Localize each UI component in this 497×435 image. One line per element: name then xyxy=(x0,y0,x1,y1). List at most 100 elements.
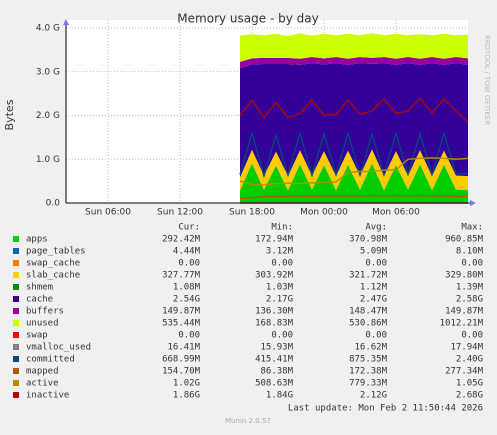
legend-value: 2.68G xyxy=(456,391,483,401)
legend-value: 0.00 xyxy=(461,331,483,341)
legend-label: page_tables xyxy=(26,247,86,257)
legend-value: 3.12M xyxy=(266,247,294,257)
x-tick-label: Sun 06:00 xyxy=(85,208,131,218)
legend-value: 4.44M xyxy=(173,247,201,257)
legend-column-header: Min: xyxy=(271,223,293,233)
legend-value: 535.44M xyxy=(162,319,201,329)
axes: 0.0 1.0 G 2.0 G 3.0 G 4.0 G Sun 06:00 Sun 12:0… xyxy=(36,19,476,218)
legend-value: 329.80M xyxy=(445,271,484,281)
legend-swatch xyxy=(13,296,19,302)
area xyxy=(240,57,468,68)
legend-value: 415.41M xyxy=(255,355,294,365)
area xyxy=(240,33,468,62)
chart-title: Memory usage - by day xyxy=(177,12,318,26)
legend-swatch xyxy=(13,284,19,290)
legend-value: 370.98M xyxy=(349,235,388,245)
legend-value: 16.41M xyxy=(167,343,200,353)
legend-swatch xyxy=(13,332,19,338)
legend-value: 149.87M xyxy=(445,307,484,317)
legend-value: 530.86M xyxy=(349,319,388,329)
legend-label: buffers xyxy=(26,307,64,317)
legend-label: vmalloc_used xyxy=(26,343,91,353)
y-tick-label: 3.0 G xyxy=(36,67,60,77)
legend-value: 1.84G xyxy=(266,391,293,401)
legend-value: 168.83M xyxy=(255,319,294,329)
legend-value: 292.42M xyxy=(162,235,201,245)
legend-value: 1.03M xyxy=(266,283,294,293)
legend-value: 2.58G xyxy=(456,295,483,305)
legend-value: 5.09M xyxy=(360,247,388,257)
legend-value: 172.94M xyxy=(255,235,294,245)
legend-value: 1.39M xyxy=(456,283,484,293)
legend-label: swap_cache xyxy=(26,259,80,269)
legend-swatch xyxy=(13,248,19,254)
legend-value: 2.12G xyxy=(360,391,387,401)
y-tick-label: 2.0 G xyxy=(36,111,60,121)
line xyxy=(239,96,469,123)
area xyxy=(240,63,468,178)
legend-value: 277.34M xyxy=(445,367,484,377)
legend-swatch xyxy=(13,344,19,350)
legend-label: apps xyxy=(26,235,48,245)
legend-value: 1.05G xyxy=(456,379,483,389)
legend-value: 0.00 xyxy=(178,331,200,341)
x-tick-label: Mon 00:00 xyxy=(300,208,348,218)
legend: Cur: Min: Avg: Max: apps 292.42M 172.94M 370.98… xyxy=(13,223,484,401)
legend-value: 0.00 xyxy=(178,259,200,269)
y-tick-label: 4.0 G xyxy=(36,24,60,34)
line xyxy=(239,130,469,179)
legend-label: shmem xyxy=(26,283,53,293)
legend-label: inactive xyxy=(26,391,69,401)
legend-value: 0.00 xyxy=(271,331,293,341)
legend-value: 0.00 xyxy=(365,259,387,269)
legend-value: 16.62M xyxy=(354,343,387,353)
version: Munin 2.0.57 xyxy=(225,417,271,425)
legend-label: swap xyxy=(26,331,48,341)
legend-label: unused xyxy=(26,319,59,329)
legend-value: 1.02G xyxy=(173,379,200,389)
legend-column-header: Avg: xyxy=(365,223,387,233)
legend-value: 154.70M xyxy=(162,367,201,377)
legend-value: 1.12M xyxy=(360,283,388,293)
legend-value: 148.47M xyxy=(349,307,388,317)
x-tick-label: Mon 06:00 xyxy=(372,208,420,218)
y-tick-label: 1.0 G xyxy=(36,155,60,165)
legend-value: 2.54G xyxy=(173,295,200,305)
legend-column-header: Max: xyxy=(461,223,483,233)
legend-value: 2.47G xyxy=(360,295,387,305)
legend-label: committed xyxy=(26,355,75,365)
legend-value: 327.77M xyxy=(162,271,201,281)
legend-value: 2.40G xyxy=(456,355,483,365)
legend-label: slab_cache xyxy=(26,271,80,281)
legend-label: mapped xyxy=(26,367,59,377)
legend-swatch xyxy=(13,236,19,242)
x-tick-label: Sun 12:00 xyxy=(157,208,203,218)
legend-value: 875.35M xyxy=(349,355,388,365)
legend-value: 17.94M xyxy=(450,343,483,353)
legend-value: 321.72M xyxy=(349,271,388,281)
x-tick-label: Sun 18:00 xyxy=(229,208,275,218)
legend-value: 0.00 xyxy=(461,259,483,269)
legend-value: 172.38M xyxy=(349,367,388,377)
legend-value: 1.86G xyxy=(173,391,200,401)
y-arrow xyxy=(63,19,69,25)
legend-value: 0.00 xyxy=(271,259,293,269)
legend-swatch xyxy=(13,320,19,326)
legend-value: 779.33M xyxy=(349,379,388,389)
legend-value: 136.30M xyxy=(255,307,294,317)
legend-swatch xyxy=(13,356,19,362)
legend-label: cache xyxy=(26,295,53,305)
area xyxy=(240,163,468,203)
marks xyxy=(239,33,469,204)
legend-value: 8.10M xyxy=(456,247,484,257)
legend-value: 1012.21M xyxy=(440,319,484,329)
legend-swatch xyxy=(13,272,19,278)
legend-value: 960.85M xyxy=(445,235,484,245)
legend-value: 86.38M xyxy=(260,367,293,377)
legend-swatch xyxy=(13,392,19,398)
y-axis-label: Bytes xyxy=(3,99,16,130)
side-text: RRDTOOL / TOBI OETIKER xyxy=(483,35,491,125)
legend-value: 2.17G xyxy=(266,295,293,305)
